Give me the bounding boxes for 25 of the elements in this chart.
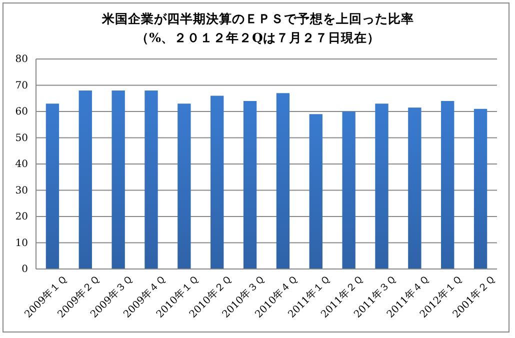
bar bbox=[210, 96, 224, 269]
bar bbox=[46, 104, 60, 269]
chart-title: 米国企業が四半期決算のＥＰＳで予想を上回った比率 bbox=[101, 11, 414, 26]
y-tick-label: 50 bbox=[15, 132, 28, 144]
bar bbox=[342, 112, 356, 269]
bar bbox=[474, 108, 488, 269]
bar bbox=[441, 101, 454, 269]
y-tick-label: 40 bbox=[15, 159, 28, 170]
y-tick-label: 10 bbox=[15, 238, 28, 249]
bar bbox=[78, 90, 92, 269]
bar bbox=[243, 101, 257, 269]
bar bbox=[408, 108, 422, 269]
y-tick-label: 70 bbox=[15, 80, 28, 92]
bar bbox=[375, 104, 388, 269]
bar bbox=[112, 90, 125, 269]
bar bbox=[309, 114, 322, 269]
bar bbox=[276, 93, 290, 269]
chart-subtitle: （%、２０１２年２Qは７月２７日現在） bbox=[136, 30, 380, 45]
bar bbox=[144, 90, 158, 269]
y-tick-label: 0 bbox=[22, 264, 28, 276]
y-tick-label: 20 bbox=[15, 212, 28, 223]
y-tick-label: 80 bbox=[15, 54, 28, 66]
y-tick-label: 30 bbox=[15, 185, 28, 196]
y-tick-label: 60 bbox=[15, 106, 28, 118]
bar bbox=[178, 104, 191, 269]
